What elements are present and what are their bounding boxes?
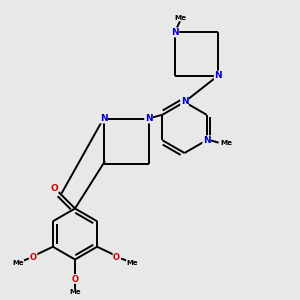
Text: Me: Me	[126, 260, 138, 266]
Text: O: O	[50, 184, 58, 193]
Text: O: O	[30, 253, 37, 262]
Text: N: N	[181, 98, 188, 106]
Text: N: N	[171, 28, 179, 37]
Text: N: N	[203, 136, 210, 145]
Text: Me: Me	[69, 290, 81, 296]
Text: N: N	[145, 114, 152, 123]
Text: N: N	[214, 71, 222, 80]
Text: O: O	[71, 274, 79, 284]
Text: Me: Me	[174, 15, 186, 21]
Text: Me: Me	[12, 260, 24, 266]
Text: Me: Me	[221, 140, 233, 146]
Text: O: O	[113, 253, 120, 262]
Text: N: N	[100, 114, 107, 123]
